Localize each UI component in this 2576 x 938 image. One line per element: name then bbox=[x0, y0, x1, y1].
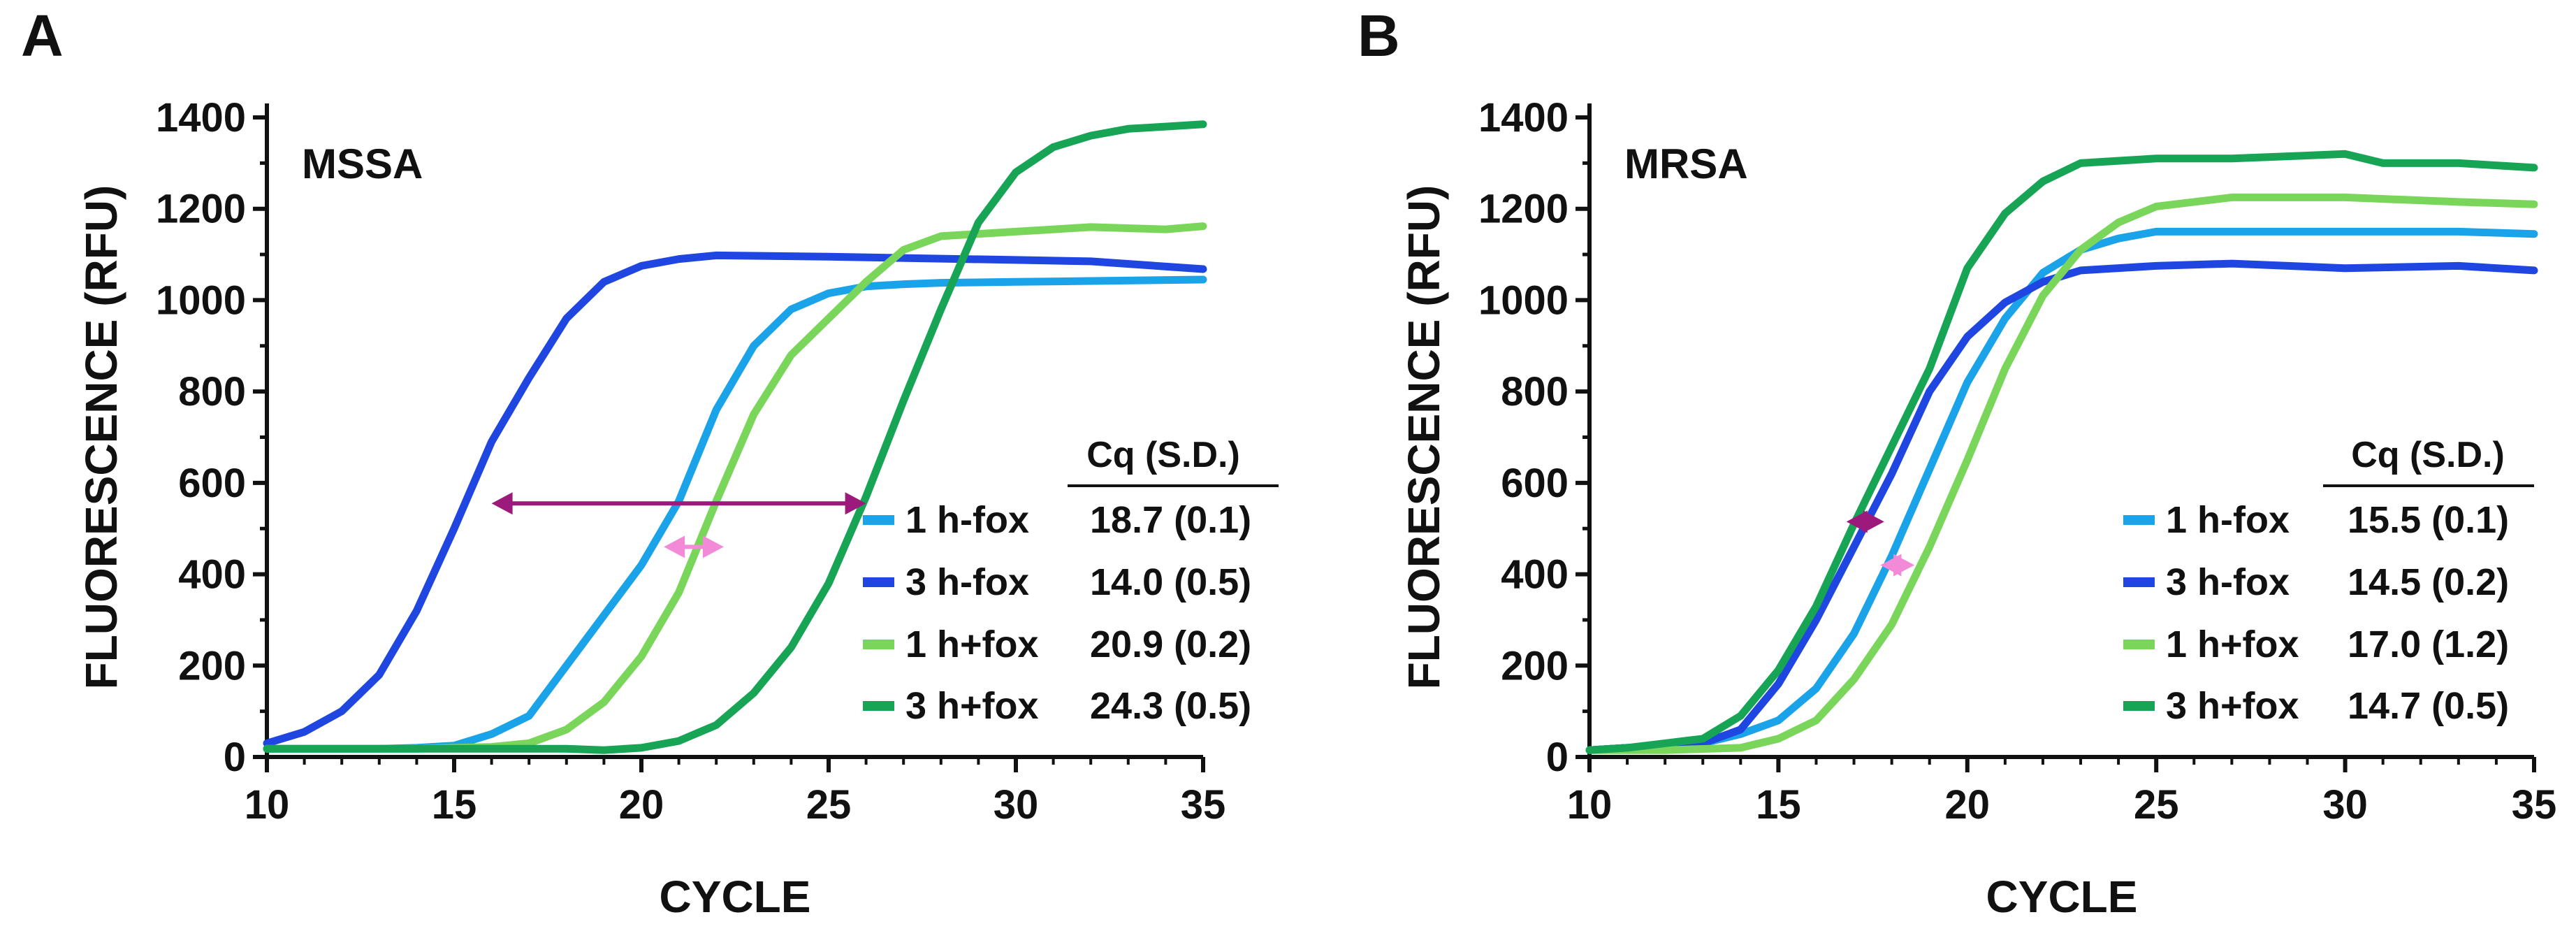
series-line-3hplusfox bbox=[1585, 150, 2538, 754]
arrow-head-left bbox=[1846, 510, 1868, 533]
legend-label: 1 h-fox bbox=[905, 499, 1029, 541]
plot-title: MSSA bbox=[302, 140, 423, 187]
x-tick-label: 15 bbox=[1756, 782, 1801, 828]
y-tick-label: 0 bbox=[1546, 735, 1569, 780]
y-tick-label: 400 bbox=[1501, 552, 1569, 598]
legend-label: 3 h+fox bbox=[905, 685, 1039, 727]
arrow-head-right bbox=[702, 535, 724, 558]
x-axis-title: CYCLE bbox=[1986, 872, 2138, 922]
arrow-head-right bbox=[845, 492, 866, 515]
legend-cq-value: 18.7 (0.1) bbox=[1090, 499, 1251, 541]
x-tick-label: 20 bbox=[619, 782, 664, 828]
x-tick-label: 30 bbox=[994, 782, 1039, 828]
series-line-1hplusfox bbox=[263, 222, 1207, 753]
x-tick-label: 15 bbox=[432, 782, 477, 828]
y-axis-title: FLUORESCENCE (RFU) bbox=[1399, 185, 1449, 690]
panel-letter: A bbox=[21, 3, 64, 68]
y-tick-label: 1200 bbox=[1478, 187, 1569, 232]
series-line-1hplusfox bbox=[1585, 193, 2538, 754]
series-line-3hplusfox bbox=[263, 120, 1207, 754]
legend-cq-value: 24.3 (0.5) bbox=[1090, 685, 1251, 727]
legend-cq-value: 14.0 (0.5) bbox=[1090, 561, 1251, 603]
y-tick-label: 200 bbox=[178, 643, 246, 688]
y-tick-label: 800 bbox=[178, 369, 246, 414]
cq-header: Cq (S.D.) bbox=[1086, 435, 1240, 475]
y-tick-label: 1000 bbox=[156, 277, 246, 323]
panel-letter: B bbox=[1358, 3, 1400, 68]
x-tick-label: 30 bbox=[2322, 782, 2368, 828]
x-tick-label: 20 bbox=[1945, 782, 1991, 828]
legend-cq-value: 14.7 (0.5) bbox=[2348, 685, 2509, 727]
legend-cq-value: 15.5 (0.1) bbox=[2348, 499, 2509, 541]
x-tick-label: 35 bbox=[2512, 782, 2557, 828]
arrow-head-right bbox=[1863, 510, 1884, 533]
legend: Cq (S.D.) 1 h-fox 15.5 (0.1) 3 h-fox 14.5 (0… bbox=[2123, 435, 2534, 727]
y-axis-title: FLUORESCENCE (RFU) bbox=[76, 185, 126, 690]
arrow-head-left bbox=[664, 535, 685, 558]
y-tick-label: 600 bbox=[178, 461, 246, 506]
x-tick-label: 10 bbox=[1567, 782, 1613, 828]
cq-shift-arrow bbox=[491, 492, 866, 515]
arrow-head-left bbox=[491, 492, 513, 515]
legend-label: 1 h-fox bbox=[2166, 499, 2290, 541]
series-line-3hminusfox bbox=[1585, 259, 2538, 754]
legend-label: 3 h-fox bbox=[905, 561, 1029, 603]
x-axis-title: CYCLE bbox=[660, 872, 811, 922]
cq-shift-arrow bbox=[664, 535, 724, 558]
x-tick-label: 10 bbox=[245, 782, 290, 828]
series-line-1hminusfox bbox=[263, 275, 1207, 753]
y-tick-label: 0 bbox=[224, 735, 246, 780]
y-tick-label: 800 bbox=[1501, 369, 1569, 414]
legend-label: 3 h+fox bbox=[2166, 685, 2299, 727]
y-tick-label: 200 bbox=[1501, 643, 1569, 688]
legend-cq-value: 14.5 (0.2) bbox=[2348, 561, 2509, 603]
x-tick-label: 35 bbox=[1181, 782, 1226, 828]
x-tick-label: 25 bbox=[2134, 782, 2179, 828]
cq-shift-arrow bbox=[1846, 510, 1884, 533]
legend-label: 3 h-fox bbox=[2166, 561, 2290, 603]
arrow-head-right bbox=[1893, 554, 1915, 577]
legend-label: 1 h+fox bbox=[2166, 623, 2299, 665]
plot-title: MRSA bbox=[1624, 140, 1748, 187]
series-line-3hminusfox bbox=[263, 251, 1207, 747]
y-tick-label: 1200 bbox=[156, 187, 246, 232]
y-tick-label: 1400 bbox=[1478, 95, 1569, 140]
x-tick-label: 25 bbox=[806, 782, 852, 828]
legend: Cq (S.D.) 1 h-fox 18.7 (0.1) 3 h-fox 14.0 (0… bbox=[863, 435, 1279, 727]
legend-cq-value: 17.0 (1.2) bbox=[2348, 623, 2509, 665]
cq-header: Cq (S.D.) bbox=[2351, 435, 2505, 475]
y-tick-label: 400 bbox=[178, 552, 246, 598]
legend-label: 1 h+fox bbox=[905, 623, 1039, 665]
legend-cq-value: 20.9 (0.2) bbox=[1090, 623, 1251, 665]
cq-shift-arrow bbox=[1880, 554, 1915, 577]
y-tick-label: 600 bbox=[1501, 461, 1569, 506]
y-tick-label: 1000 bbox=[1478, 277, 1569, 323]
series-line-1hminusfox bbox=[1585, 227, 2538, 754]
panel-a: A MSSA 0 200 400 600 800 1000 1200 1400 10 15 20 25 30… bbox=[21, 3, 1279, 922]
y-tick-label: 1400 bbox=[156, 95, 246, 140]
panel-b: B MRSA 0 200 400 600 800 1000 1200 1400 10 15 20 25 30… bbox=[1358, 3, 2556, 922]
